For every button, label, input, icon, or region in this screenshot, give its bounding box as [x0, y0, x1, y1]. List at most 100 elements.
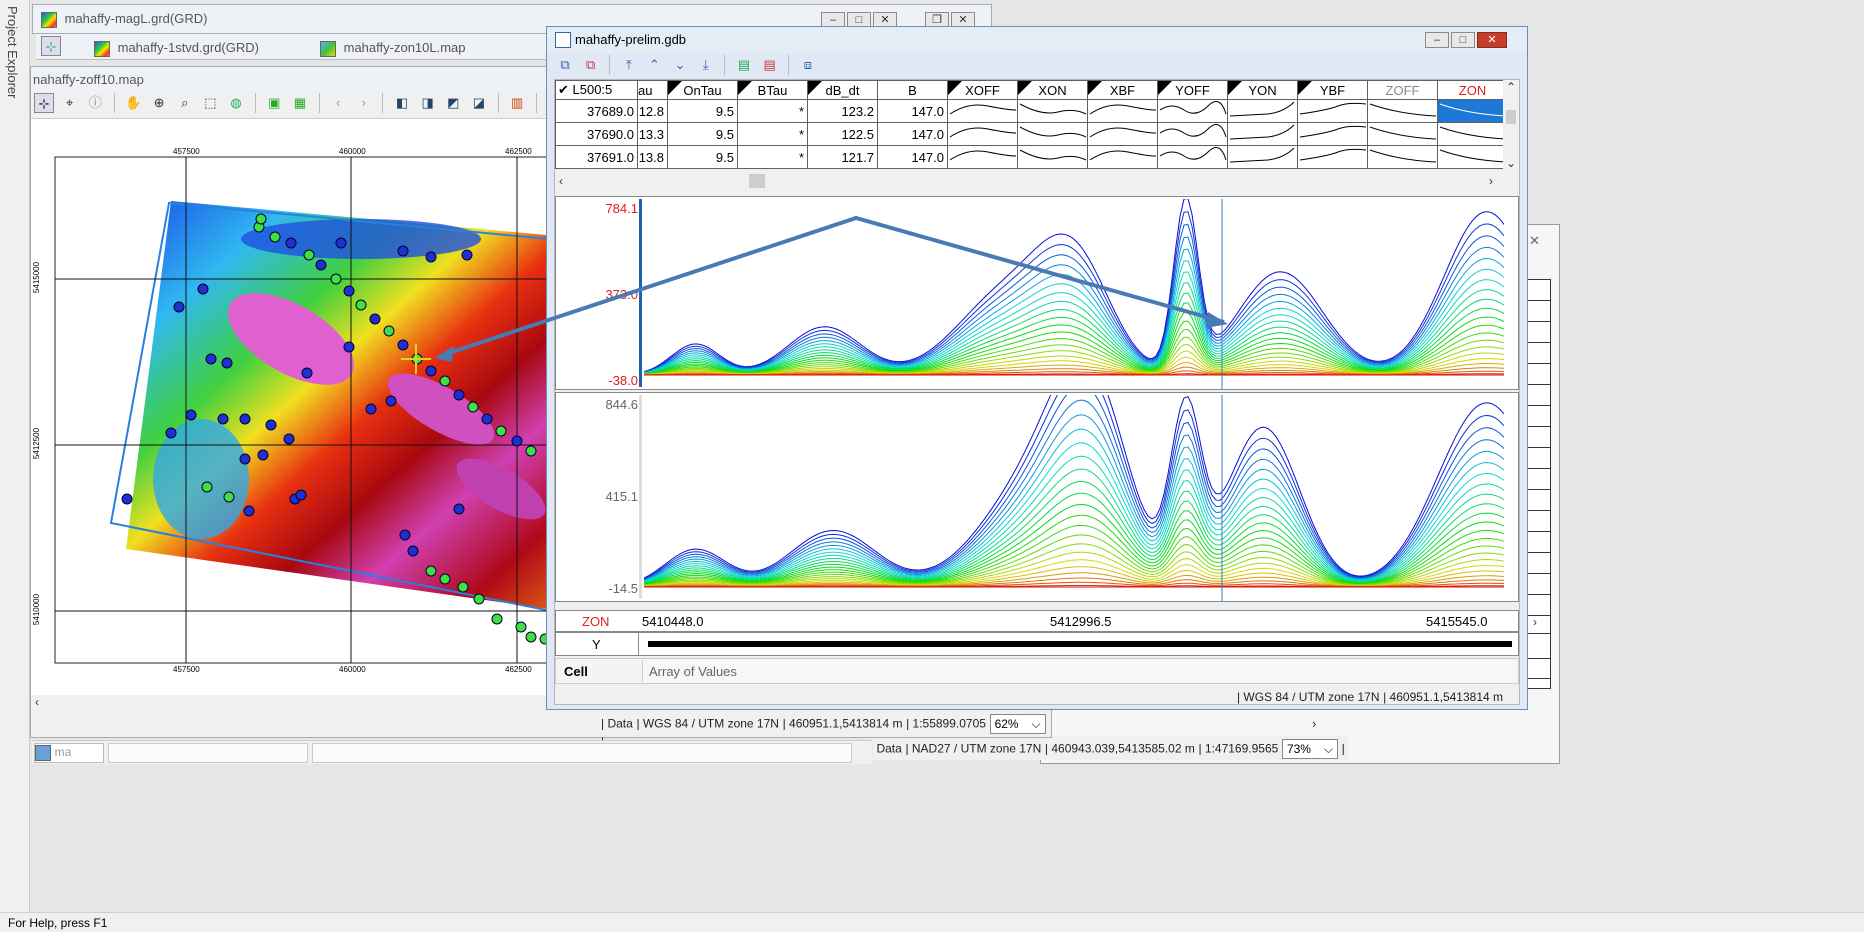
- table-row[interactable]: 37689.0 12.8 9.5 * 123.2 147.0: [555, 99, 1508, 123]
- array-sparkline-cell[interactable]: [1437, 122, 1508, 146]
- scroll-down-arrow[interactable]: ⌄: [1506, 156, 1517, 170]
- scroll-up-arrow[interactable]: ⌃: [1506, 80, 1517, 94]
- magl-grid-window[interactable]: mahaffy-magL.grd(GRD) – □ ✕ ❐ ✕: [32, 4, 992, 34]
- array-sparkline-cell[interactable]: [947, 99, 1018, 123]
- column-header[interactable]: YOFF: [1157, 80, 1228, 100]
- column-header[interactable]: XON: [1017, 80, 1088, 100]
- data-cell[interactable]: 123.2: [807, 99, 878, 123]
- fid-cell[interactable]: 37691.0: [555, 145, 638, 169]
- array-sparkline-cell[interactable]: [1087, 122, 1158, 146]
- array-sparkline-cell[interactable]: [1367, 122, 1438, 146]
- array-sparkline-cell[interactable]: [1297, 145, 1368, 169]
- previous-line-icon[interactable]: ⌃: [649, 57, 660, 72]
- column-header[interactable]: XBF: [1087, 80, 1158, 100]
- column-header[interactable]: YBF: [1297, 80, 1368, 100]
- close-icon[interactable]: ✕: [1477, 32, 1507, 48]
- tab-zon10l-map[interactable]: mahaffy-zon10L.map: [320, 40, 466, 57]
- data-cell[interactable]: *: [737, 145, 808, 169]
- database-title-bar[interactable]: mahaffy-prelim.gdb – □ ✕: [547, 27, 1527, 53]
- array-sparkline-cell[interactable]: [947, 145, 1018, 169]
- pointer-tool-icon[interactable]: ⊹: [34, 93, 54, 113]
- array-sparkline-cell[interactable]: [1297, 122, 1368, 146]
- array-sparkline-cell[interactable]: [1227, 99, 1298, 123]
- array-sparkline-cell[interactable]: [1227, 145, 1298, 169]
- column-header[interactable]: ZOFF: [1367, 80, 1438, 100]
- data-cell[interactable]: 121.7: [807, 145, 878, 169]
- column-header[interactable]: dB_dt: [807, 80, 878, 100]
- last-line-icon[interactable]: ⤓: [702, 57, 709, 72]
- scroll-left-arrow[interactable]: ‹: [35, 695, 39, 709]
- column-header[interactable]: XOFF: [947, 80, 1018, 100]
- project-explorer-label[interactable]: Project Explorer: [5, 6, 20, 99]
- import-icon[interactable]: ⧉: [560, 57, 570, 72]
- array-sparkline-cell[interactable]: [1017, 145, 1088, 169]
- array-sparkline-cell[interactable]: [1087, 145, 1158, 169]
- minimized-window[interactable]: ma: [34, 743, 104, 763]
- spreadsheet[interactable]: ✔ L500:5 au OnTau BTau dB_dt B XOFF XON …: [555, 80, 1519, 176]
- globe-icon[interactable]: ◍: [230, 95, 242, 110]
- minimized-slot[interactable]: [108, 743, 308, 763]
- chart-icon[interactable]: ▥: [510, 95, 524, 110]
- project-explorer-panel[interactable]: Project Explorer: [0, 0, 30, 912]
- data-cell[interactable]: 147.0: [877, 99, 948, 123]
- array-sparkline-cell[interactable]: [1157, 122, 1228, 146]
- pointer-tool-icon[interactable]: ⊹: [41, 36, 61, 56]
- vertical-scrollbar[interactable]: ⌃ ⌄: [1503, 80, 1519, 176]
- array-sparkline-cell[interactable]: [1297, 99, 1368, 123]
- zon10l-scroll-right[interactable]: ›: [1312, 716, 1317, 731]
- fid-cell[interactable]: 37690.0: [555, 122, 638, 146]
- sheet-horizontal-scrollbar[interactable]: ‹ ›: [555, 172, 1503, 190]
- first-line-icon[interactable]: ⤒: [626, 57, 632, 72]
- data-cell[interactable]: 147.0: [877, 145, 948, 169]
- settings-icon[interactable]: ⧈: [803, 57, 813, 72]
- column-header[interactable]: BTau: [737, 80, 808, 100]
- array-sparkline-cell[interactable]: [947, 122, 1018, 146]
- array-sparkline-cell[interactable]: [1437, 99, 1508, 123]
- scroll-right-arrow[interactable]: ›: [1489, 174, 1493, 188]
- table-row[interactable]: 37691.0 13.8 9.5 * 121.7 147.0: [555, 145, 1508, 169]
- info-icon[interactable]: ⓘ: [88, 95, 102, 110]
- y-channel-label[interactable]: Y: [592, 637, 601, 652]
- column-header[interactable]: au: [637, 80, 668, 100]
- data-cell[interactable]: 9.5: [667, 122, 738, 146]
- back-icon[interactable]: ‹: [335, 95, 341, 110]
- forward-icon[interactable]: ›: [361, 95, 366, 110]
- scroll-thumb[interactable]: [1506, 110, 1516, 124]
- export-icon[interactable]: ⧉: [585, 57, 596, 72]
- minimize-icon[interactable]: –: [1425, 32, 1449, 48]
- scroll-thumb[interactable]: [749, 174, 765, 188]
- maximize-icon[interactable]: □: [1451, 32, 1475, 48]
- close-icon[interactable]: ✕: [1529, 233, 1540, 248]
- column-header[interactable]: B: [877, 80, 948, 100]
- scroll-left-arrow[interactable]: ‹: [559, 174, 563, 188]
- profile-panel-1[interactable]: 784.1 373.0 -38.0: [555, 196, 1519, 390]
- data-cell[interactable]: 147.0: [877, 122, 948, 146]
- view-1-icon[interactable]: ◧: [395, 95, 409, 110]
- array-sparkline-cell[interactable]: [1367, 145, 1438, 169]
- data-cell[interactable]: 13.3: [637, 122, 668, 146]
- zoom-box-icon[interactable]: ⬚: [204, 95, 217, 110]
- next-line-icon[interactable]: ⌄: [674, 57, 686, 72]
- array-sparkline-cell[interactable]: [1367, 99, 1438, 123]
- column-header[interactable]: OnTau: [667, 80, 738, 100]
- zoom-select[interactable]: 73% ⌵: [1281, 739, 1338, 759]
- data-cell[interactable]: 122.5: [807, 122, 878, 146]
- x-channel-label[interactable]: ZON: [582, 614, 610, 629]
- array-sparkline-cell[interactable]: [1157, 99, 1228, 123]
- array-sparkline-cell[interactable]: [1227, 122, 1298, 146]
- data-cell[interactable]: *: [737, 122, 808, 146]
- layer-toggle-icon[interactable]: ▦: [293, 95, 307, 110]
- line-selector[interactable]: ✔ L500:5: [555, 80, 638, 100]
- data-cell[interactable]: *: [737, 99, 808, 123]
- profile-panel-2[interactable]: 844.6 415.1 -14.5: [555, 392, 1519, 602]
- tab-1stvd-grid[interactable]: mahaffy-1stvd.grd(GRD): [94, 40, 259, 57]
- scroll-right-arrow[interactable]: ›: [1533, 615, 1537, 629]
- zoom-select[interactable]: 62% ⌵: [989, 714, 1046, 734]
- data-cell[interactable]: 9.5: [667, 99, 738, 123]
- data-cell[interactable]: 12.8: [637, 99, 668, 123]
- array-sparkline-cell[interactable]: [1437, 145, 1508, 169]
- column-header[interactable]: ZON: [1437, 80, 1508, 100]
- zoom-in-icon[interactable]: ⊕: [153, 95, 165, 110]
- magl-grid-title-bar[interactable]: mahaffy-magL.grd(GRD): [41, 11, 207, 28]
- pan-hand-icon[interactable]: ✋: [125, 95, 142, 110]
